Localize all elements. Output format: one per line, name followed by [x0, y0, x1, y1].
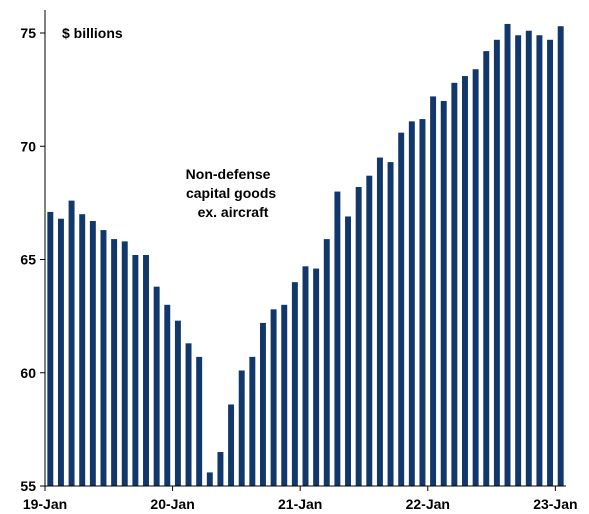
bar: [238, 370, 245, 486]
y-tick-label: 55: [20, 478, 36, 494]
bar: [217, 452, 224, 486]
bar: [355, 187, 362, 486]
bar: [249, 356, 256, 486]
annotation-line-1: Non-defense: [186, 166, 271, 182]
bar: [228, 404, 235, 486]
bar: [111, 239, 118, 486]
bar: [174, 320, 181, 486]
bar: [493, 39, 500, 486]
bar: [440, 100, 447, 486]
x-axis-ticks: 19-Jan 20-Jan 21-Jan 22-Jan 23-Jan: [23, 486, 578, 512]
bar: [366, 175, 373, 486]
bar: [462, 76, 468, 486]
y-axis-unit-label: $ billions: [62, 25, 123, 41]
bar: [153, 286, 160, 486]
bar: [121, 241, 128, 486]
x-tick-label: 20-Jan: [150, 496, 194, 512]
bar: [143, 254, 149, 486]
bar: [515, 35, 522, 486]
bar: [376, 157, 383, 486]
x-tick-label: 21-Jan: [278, 496, 322, 512]
y-axis-ticks: 55 60 65 70 75: [20, 25, 45, 494]
bar: [68, 200, 75, 487]
bar: [419, 119, 426, 486]
x-tick-label: 22-Jan: [406, 496, 450, 512]
annotation-line-3: ex. aircraft: [198, 204, 269, 220]
bar: [323, 239, 330, 486]
y-tick-label: 70: [20, 138, 36, 154]
y-tick-label: 65: [20, 252, 36, 268]
bar: [483, 51, 490, 487]
bar: [196, 356, 203, 486]
bar-group: [47, 23, 564, 487]
annotation-line-2: capital goods: [186, 185, 276, 201]
bar: [259, 322, 266, 486]
bar: [398, 132, 405, 486]
bar: [408, 121, 415, 486]
bar: [536, 35, 543, 486]
bar: [525, 30, 532, 487]
bar: [387, 162, 394, 487]
x-tick-label: 23-Jan: [533, 496, 577, 512]
bar: [472, 69, 479, 487]
bar: [79, 214, 86, 486]
bar: [206, 472, 213, 486]
bar: [100, 230, 107, 486]
bar: [504, 23, 511, 486]
bar: [185, 343, 192, 486]
x-tick-label: 19-Jan: [23, 496, 67, 512]
bar: [302, 266, 309, 486]
bar: [334, 191, 341, 487]
y-tick-label: 60: [20, 365, 36, 381]
bar: [451, 82, 458, 486]
bar: [281, 304, 288, 486]
bar: [132, 254, 139, 486]
bar: [547, 39, 554, 486]
bar: [270, 309, 277, 486]
bar: [557, 26, 564, 487]
bar: [291, 282, 298, 486]
bar: [89, 220, 96, 487]
y-tick-label: 75: [20, 25, 36, 41]
bar: [313, 268, 320, 486]
chart-annotation: Non-defense capital goods ex. aircraft: [186, 166, 280, 220]
bar: [430, 96, 437, 487]
bar: [57, 218, 64, 487]
bar: [47, 211, 54, 486]
bar: [164, 304, 171, 486]
bar: [345, 216, 351, 486]
